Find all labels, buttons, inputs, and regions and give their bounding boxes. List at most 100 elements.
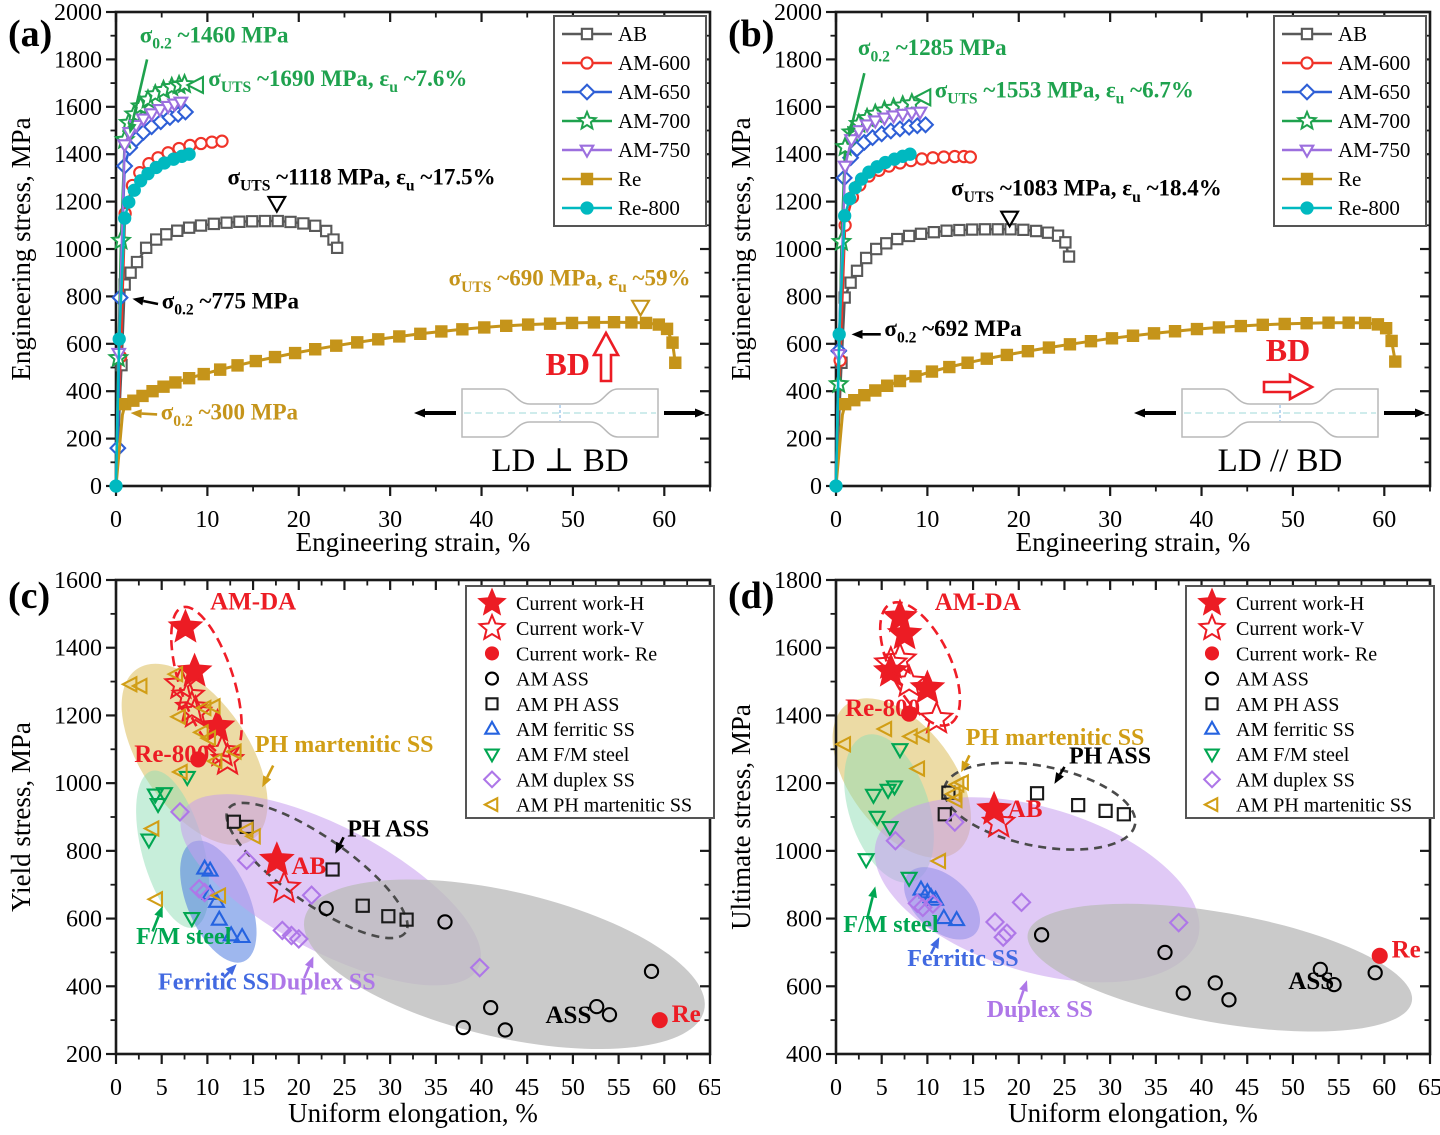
legend-marker — [1203, 748, 1221, 764]
data-point — [940, 224, 953, 237]
data-point — [1168, 912, 1189, 933]
annotation-arrow — [266, 764, 275, 778]
legend-label: Current work-H — [1236, 593, 1364, 615]
data-point — [266, 869, 303, 904]
data-point — [927, 225, 940, 239]
legend: Current work-H Current work-V Current work… — [465, 585, 715, 819]
data-point — [148, 797, 168, 815]
data-point — [914, 227, 928, 241]
data-point — [885, 110, 902, 125]
data-point — [1062, 250, 1076, 263]
annotation-arrow — [964, 754, 971, 763]
y-axis-title: Yield stress, MPa — [6, 722, 36, 912]
legend-marker — [1300, 27, 1314, 41]
legend: AB AM-600 AM-650 AM-700 AM-750 Re Re-800 — [553, 15, 707, 227]
legend-marker — [1298, 144, 1316, 159]
legend-marker — [578, 83, 596, 101]
region-outline-PH ASS — [942, 761, 1137, 851]
annotation-arrowhead — [304, 956, 314, 969]
data-point — [182, 221, 196, 234]
x-tick-label: 0 — [110, 507, 122, 533]
annotation-text: σ0.2 ~692 MPa — [884, 316, 1022, 346]
data-point — [1342, 316, 1355, 329]
data-point — [170, 676, 207, 712]
annotation-arrowhead — [1134, 408, 1145, 418]
data-point — [301, 885, 322, 906]
data-point — [916, 116, 935, 134]
legend-label: AM duplex SS — [516, 769, 635, 791]
data-point — [168, 708, 186, 726]
data-point — [330, 241, 344, 255]
legend-box — [465, 585, 715, 819]
y-tick-label: 1800 — [54, 47, 102, 73]
y-tick-label: 1200 — [54, 190, 102, 216]
x-tick-label: 40 — [1190, 1075, 1214, 1101]
data-point — [870, 242, 883, 256]
data-point — [886, 615, 923, 650]
data-point — [309, 219, 322, 232]
series-AM duplex SS — [169, 801, 490, 978]
x-tick-label: 45 — [1235, 1075, 1259, 1101]
annotation-arrowhead — [154, 906, 163, 918]
annotation-text: Re-800 — [134, 741, 209, 768]
data-point — [589, 998, 605, 1015]
data-point — [639, 316, 653, 330]
data-point — [963, 150, 977, 164]
data-point — [146, 384, 159, 398]
legend-marker — [477, 612, 507, 641]
x-tick-label: 20 — [1007, 1075, 1031, 1101]
panel-letter: (c) — [8, 575, 50, 617]
annotation-arrow — [929, 946, 936, 955]
data-point — [1000, 348, 1014, 362]
data-point — [1033, 927, 1050, 943]
data-point — [901, 705, 918, 722]
data-point — [882, 640, 918, 675]
data-point — [909, 669, 946, 704]
data-point — [1168, 325, 1182, 338]
series-AM PH ASS — [937, 785, 1131, 822]
annotation-text: AM-DA — [935, 589, 1021, 616]
data-point — [893, 374, 907, 388]
x-tick-label: 50 — [1281, 1075, 1305, 1101]
inset-specimen: BD LD ⊥ BD — [414, 330, 706, 479]
data-point — [1190, 322, 1204, 336]
data-point — [1029, 786, 1045, 801]
data-point — [1385, 334, 1398, 348]
data-point — [838, 398, 852, 411]
y-tick-label: 1000 — [54, 771, 102, 797]
data-point — [1379, 321, 1393, 335]
data-point — [146, 890, 164, 909]
x-tick-label: 50 — [561, 1075, 585, 1101]
panel-d-ultimate-stress-vs-elongation: 0 5 10 15 20 25 30 35 40 45 50 55 60 65 400 600 800 1000 1… — [726, 568, 1440, 1128]
data-point — [660, 322, 674, 336]
data-point — [996, 923, 1017, 944]
y-tick-label: 1200 — [774, 771, 822, 797]
legend-marker — [484, 671, 500, 686]
data-point — [272, 920, 293, 941]
region-outline-AM-DA — [878, 601, 962, 727]
legend: Current work-H Current work-V Current work… — [1185, 585, 1435, 819]
x-tick-label: 60 — [1372, 507, 1396, 533]
data-point — [909, 370, 922, 383]
annotation-arrow — [142, 299, 159, 306]
data-point — [1221, 992, 1237, 1008]
y-tick-label: 0 — [810, 474, 822, 500]
data-point — [856, 853, 876, 870]
data-point — [194, 882, 215, 903]
series-line — [114, 219, 339, 487]
legend-label: AM duplex SS — [1236, 769, 1355, 791]
data-point — [1011, 892, 1032, 913]
data-point — [245, 215, 259, 228]
legend-label: Re — [618, 167, 641, 191]
data-point — [284, 215, 297, 229]
legend-label: Re-800 — [618, 196, 680, 220]
annotation-text: PH ASS — [347, 816, 429, 842]
annotation-arrowhead — [132, 296, 145, 306]
annotation-text: F/M steel — [843, 912, 939, 938]
data-point — [850, 125, 867, 140]
x-tick-label: 20 — [1007, 507, 1031, 533]
legend-label: AM-650 — [618, 80, 690, 104]
data-point — [258, 214, 272, 228]
legend-marker — [485, 697, 499, 711]
data-point — [521, 318, 535, 331]
